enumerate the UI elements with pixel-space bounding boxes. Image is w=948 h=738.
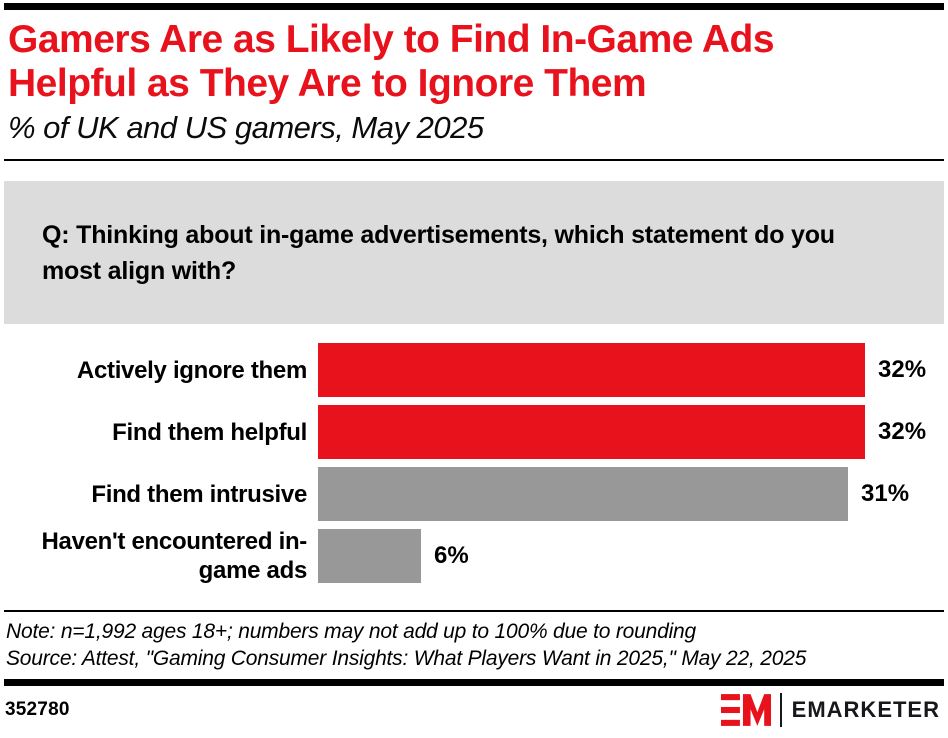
chart-title-line1: Gamers Are as Likely to Find In-Game Ads <box>8 18 775 61</box>
header-rule <box>4 159 944 161</box>
chart-subtitle: % of UK and US gamers, May 2025 <box>8 110 484 145</box>
category-label: Haven't encountered in-game ads <box>41 528 307 584</box>
note-text: Note: n=1,992 ages 18+; numbers may not … <box>6 620 697 643</box>
bar <box>318 405 865 459</box>
category-label: Find them helpful <box>112 418 307 446</box>
footer-rule <box>4 679 944 686</box>
em-mark-icon <box>720 694 771 726</box>
bar-track: 32% <box>318 343 948 397</box>
logo-divider <box>779 693 782 727</box>
chart-title-line2: Helpful as They Are to Ignore Them <box>8 62 647 105</box>
bar-track: 6% <box>318 529 948 583</box>
chart-id: 352780 <box>5 699 70 720</box>
bar <box>318 343 865 397</box>
chart-row: Actively ignore them 32% <box>0 343 948 397</box>
header: Gamers Are as Likely to Find In-Game Ads… <box>0 10 948 148</box>
emarketer-logo: EMARKETER <box>720 692 940 728</box>
top-rule <box>4 3 944 10</box>
value-label: 31% <box>861 480 910 507</box>
value-label: 32% <box>878 356 927 383</box>
source-text: Source: Attest, "Gaming Consumer Insight… <box>6 647 807 670</box>
category-label: Find them intrusive <box>91 480 307 508</box>
brand-name: EMARKETER <box>791 697 940 722</box>
question-text: Q: Thinking about in-game advertisements… <box>42 220 835 285</box>
notes-rule <box>4 610 944 612</box>
bar-chart: Actively ignore them 32% Find them helpf… <box>0 343 948 584</box>
footer: 352780 EMARKETER <box>0 686 948 734</box>
bar-track: 31% <box>318 467 948 521</box>
value-label: 32% <box>878 418 927 445</box>
chart-title: Gamers Are as Likely to Find In-Game Ads… <box>8 18 940 106</box>
value-label: 6% <box>434 542 469 569</box>
question-box: Q: Thinking about in-game advertisements… <box>4 181 944 324</box>
chart-row: Find them helpful 32% <box>0 405 948 459</box>
category-label: Actively ignore them <box>76 356 307 384</box>
notes-section: Note: n=1,992 ages 18+; numbers may not … <box>0 610 948 672</box>
chart-row: Haven't encountered in-game ads 6% <box>0 528 948 584</box>
bar-track: 32% <box>318 405 948 459</box>
bar <box>318 529 421 583</box>
chart-row: Find them intrusive 31% <box>0 467 948 521</box>
bar <box>318 467 848 521</box>
